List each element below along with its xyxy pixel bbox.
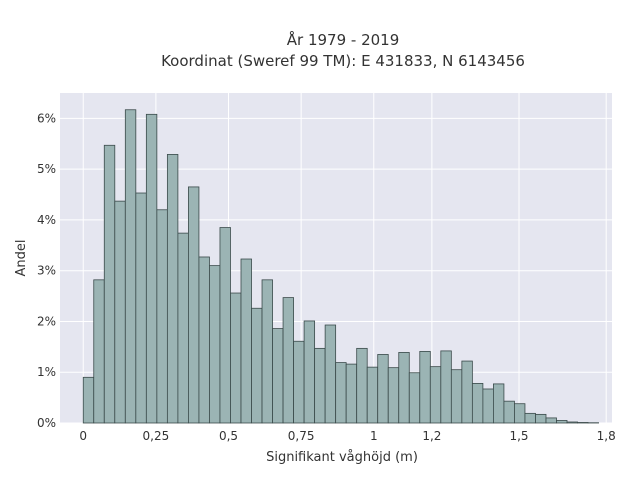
histogram-bar	[335, 362, 347, 424]
histogram-bar	[303, 320, 316, 424]
histogram-bar	[429, 366, 442, 424]
histogram-bar	[177, 232, 189, 424]
histogram-bar	[219, 227, 231, 424]
histogram-bar	[324, 324, 337, 424]
y-tick-label: 5%	[37, 162, 56, 176]
histogram-bars	[82, 109, 599, 424]
histogram-bar	[135, 192, 147, 424]
histogram-bar	[166, 154, 179, 424]
histogram-bar	[261, 279, 273, 424]
histogram-bar	[545, 417, 557, 424]
chart-title: År 1979 - 2019	[287, 30, 400, 49]
x-axis-label: Signifikant våghöjd (m)	[266, 450, 418, 465]
histogram-bar	[198, 256, 210, 424]
y-tick-label: 6%	[37, 111, 56, 125]
histogram-bar	[450, 369, 463, 424]
x-tick-label: 1	[370, 429, 378, 443]
histogram-bar	[82, 376, 95, 424]
histogram-bar	[461, 360, 473, 424]
histogram-bar	[535, 413, 547, 424]
histogram-bar	[145, 113, 158, 424]
chart-subtitle: Koordinat (Sweref 99 TM): E 431833, N 61…	[161, 52, 525, 70]
x-tick-label: 0,75	[288, 429, 315, 443]
histogram-bar	[240, 258, 252, 424]
histogram-bar	[209, 265, 221, 424]
histogram-bar	[556, 420, 568, 424]
y-axis-ticks: 0% 1% 2% 3% 4% 5% 6%	[37, 111, 56, 430]
histogram-bar	[282, 297, 294, 424]
x-tick-label: 1,8	[597, 429, 616, 443]
histogram-bar	[493, 383, 505, 424]
histogram-bar	[230, 292, 242, 424]
y-axis-label: Andel	[14, 240, 29, 277]
x-tick-label: 0,25	[143, 429, 170, 443]
x-tick-label: 1,5	[509, 429, 528, 443]
y-tick-label: 0%	[37, 416, 56, 430]
histogram-bar	[503, 400, 515, 424]
histogram-bar	[345, 363, 358, 424]
y-tick-label: 3%	[37, 264, 56, 278]
histogram-bar	[524, 412, 536, 424]
x-tick-label: 0,5	[219, 429, 238, 443]
histogram-bar	[366, 366, 379, 424]
histogram-bar	[408, 372, 421, 424]
histogram-bar	[293, 340, 305, 424]
histogram-bar	[419, 351, 431, 424]
y-tick-label: 4%	[37, 213, 56, 227]
histogram-bar	[124, 109, 137, 424]
histogram-bar	[272, 328, 284, 424]
histogram-bar	[482, 388, 494, 424]
histogram-bar	[566, 421, 578, 424]
histogram-bar	[387, 367, 400, 424]
histogram-bar	[377, 354, 389, 424]
y-tick-label: 2%	[37, 314, 56, 328]
histogram-bar	[398, 352, 410, 424]
histogram-bar	[93, 279, 105, 424]
histogram-bar	[356, 347, 368, 424]
x-tick-label: 0	[79, 429, 87, 443]
histogram-bar	[188, 186, 200, 424]
histogram-bar	[577, 422, 589, 424]
histogram-bar	[314, 347, 326, 424]
histogram-bar	[156, 209, 168, 424]
histogram-bar	[514, 403, 526, 424]
x-axis-ticks: 0 0,25 0,5 0,75 1 1,2 1,5 1,8	[79, 429, 615, 443]
histogram-bar	[103, 144, 116, 424]
histogram-bar	[440, 350, 452, 424]
histogram-bar	[114, 200, 126, 424]
x-tick-label: 1,2	[422, 429, 441, 443]
histogram-bar	[471, 382, 484, 424]
y-tick-label: 1%	[37, 365, 56, 379]
histogram-bar	[251, 307, 263, 424]
